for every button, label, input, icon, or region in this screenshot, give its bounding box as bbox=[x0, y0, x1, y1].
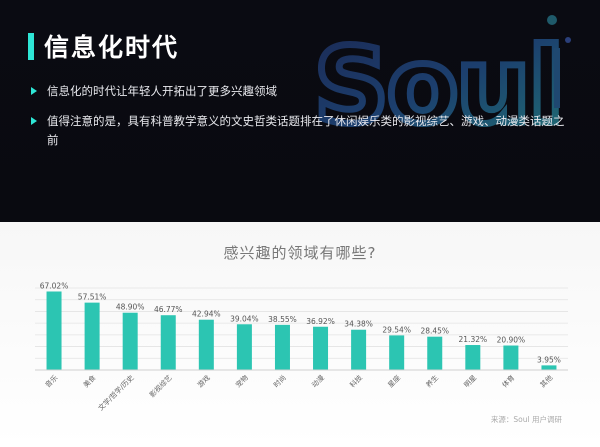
bar bbox=[84, 302, 100, 370]
category-label: 美食 bbox=[81, 373, 97, 389]
bar bbox=[313, 326, 329, 370]
bar bbox=[198, 319, 214, 370]
category-label: 体育 bbox=[500, 373, 516, 389]
data-label: 34.38% bbox=[344, 320, 373, 329]
title-accent-bar bbox=[28, 33, 34, 60]
category-label: 动漫 bbox=[310, 373, 326, 389]
bar bbox=[427, 336, 443, 370]
data-label: 39.04% bbox=[230, 314, 259, 323]
bar bbox=[122, 312, 138, 370]
header-panel: Soul 信息化时代 信息化的时代让年轻人开拓出了更多兴趣领域 值得注意的是，具… bbox=[0, 0, 600, 222]
category-label: 科技 bbox=[348, 373, 364, 389]
data-label: 48.90% bbox=[116, 303, 145, 312]
data-label: 42.94% bbox=[192, 310, 221, 319]
bullet-arrow-icon bbox=[31, 87, 37, 95]
data-label: 57.51% bbox=[78, 293, 107, 302]
bar bbox=[236, 324, 252, 370]
bullet-arrow-icon bbox=[31, 117, 37, 125]
data-label: 36.92% bbox=[306, 317, 335, 326]
category-label: 宠物 bbox=[234, 373, 250, 389]
bar bbox=[351, 329, 367, 370]
chart-title: 感兴趣的领域有哪些? bbox=[223, 244, 377, 262]
data-label: 3.95% bbox=[537, 355, 561, 364]
data-label: 38.55% bbox=[268, 315, 297, 324]
data-label: 46.77% bbox=[154, 305, 183, 314]
category-label: 其他 bbox=[538, 373, 554, 389]
bar bbox=[46, 291, 62, 370]
bullet-text-2: 值得注意的是，具有科普教学意义的文史哲类话题排在了休闲娱乐类的影视综艺、游戏、动… bbox=[47, 114, 565, 147]
soul-logo: Soul bbox=[312, 15, 571, 140]
category-label: 明星 bbox=[463, 374, 479, 390]
bar bbox=[503, 345, 519, 370]
category-label: 养生 bbox=[424, 373, 440, 389]
data-label: 21.32% bbox=[459, 335, 488, 344]
bar bbox=[541, 365, 557, 370]
category-label: 影视综艺 bbox=[148, 373, 174, 399]
category-label: 游戏 bbox=[195, 373, 211, 389]
bar-chart: 67.02% 音乐 57.51% 美食 48.90% 文学/哲学/历史 46.77% 影视综艺… bbox=[35, 281, 568, 412]
bar bbox=[160, 315, 176, 370]
category-label: 音乐 bbox=[43, 373, 59, 389]
svg-text:Soul: Soul bbox=[314, 25, 562, 140]
category-label: 时尚 bbox=[272, 373, 288, 389]
source-note: 来源：Soul 用户调研 bbox=[490, 415, 562, 424]
category-label: 文学/哲学/历史 bbox=[96, 373, 135, 412]
data-label: 67.02% bbox=[40, 281, 69, 290]
bar bbox=[465, 345, 481, 370]
data-label: 20.90% bbox=[497, 336, 526, 345]
data-label: 28.45% bbox=[420, 327, 449, 336]
data-label: 29.54% bbox=[382, 325, 411, 334]
page-title: 信息化时代 bbox=[44, 33, 180, 62]
bar bbox=[389, 335, 405, 370]
bullet-text-1: 信息化的时代让年轻人开拓出了更多兴趣领域 bbox=[47, 84, 277, 98]
bar bbox=[274, 324, 290, 370]
category-label: 星座 bbox=[386, 373, 402, 389]
